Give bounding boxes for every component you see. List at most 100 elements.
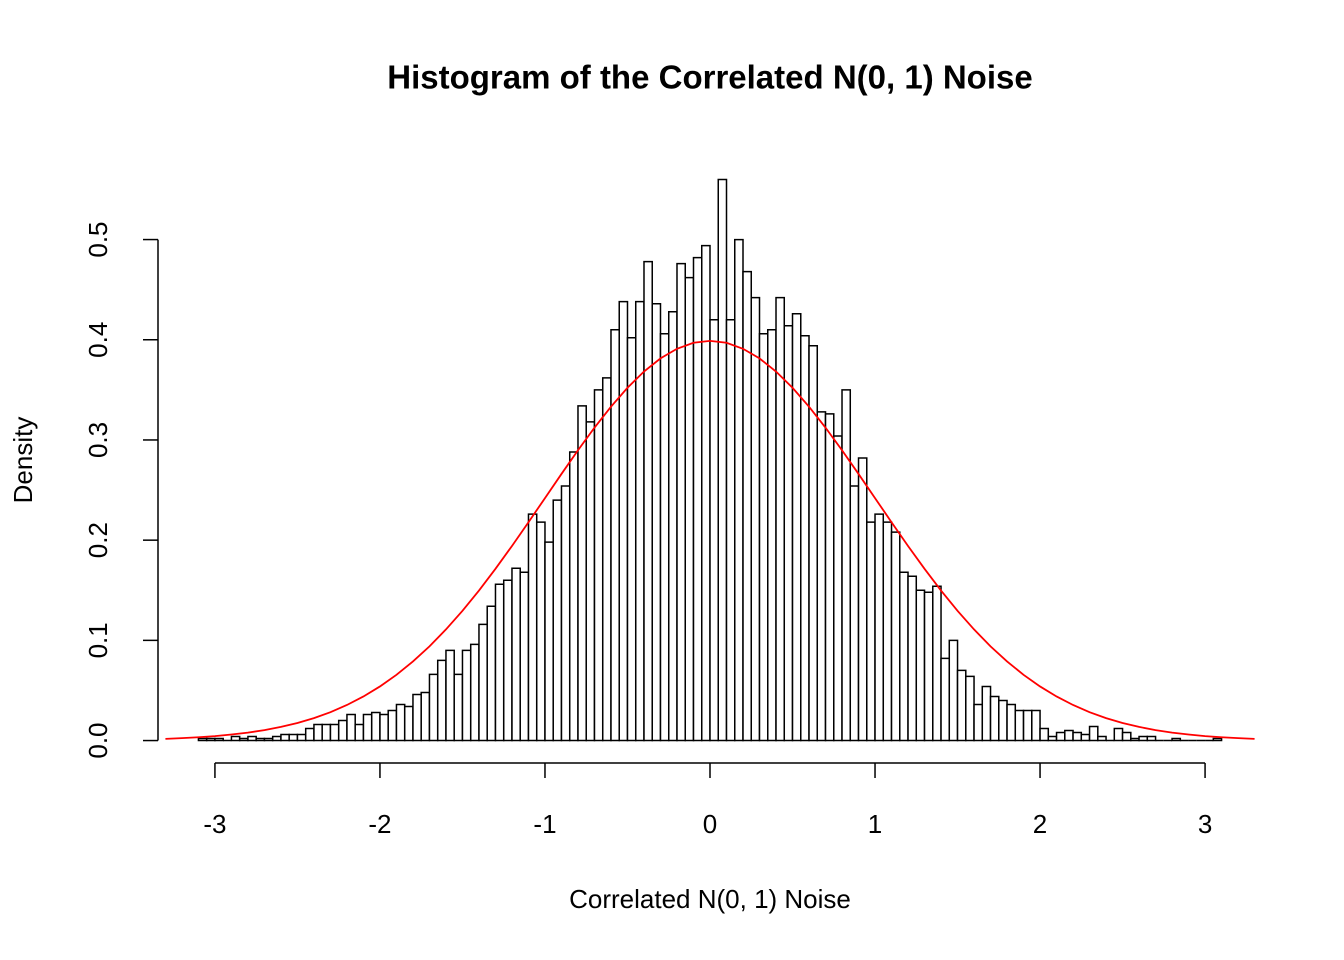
bar bbox=[346, 713, 356, 742]
bar bbox=[882, 521, 893, 742]
bar bbox=[420, 691, 431, 742]
bar bbox=[791, 312, 802, 742]
bar bbox=[428, 673, 439, 742]
x-tick-label: -1 bbox=[533, 809, 556, 839]
bar bbox=[634, 300, 645, 742]
bar bbox=[1138, 735, 1149, 742]
bar bbox=[379, 713, 389, 742]
bar bbox=[585, 421, 596, 742]
bar bbox=[354, 723, 365, 742]
bar bbox=[197, 737, 208, 742]
bar bbox=[808, 345, 819, 742]
bar bbox=[849, 485, 860, 742]
bar bbox=[643, 260, 653, 742]
bar bbox=[857, 457, 868, 742]
bar bbox=[742, 270, 753, 742]
bar bbox=[667, 310, 678, 742]
bar bbox=[725, 318, 736, 742]
bar bbox=[940, 657, 951, 742]
bar bbox=[527, 513, 538, 742]
bar bbox=[478, 623, 488, 742]
bar bbox=[1130, 737, 1140, 742]
bar bbox=[535, 521, 546, 742]
bar bbox=[618, 300, 629, 742]
bar bbox=[1212, 737, 1223, 742]
bar bbox=[1097, 735, 1107, 742]
bar bbox=[387, 709, 398, 742]
bar bbox=[965, 675, 975, 742]
bar bbox=[1022, 709, 1033, 742]
bar bbox=[717, 178, 728, 742]
bar bbox=[502, 579, 513, 742]
bar bbox=[1121, 731, 1132, 742]
bar bbox=[684, 276, 695, 742]
x-tick-label: 3 bbox=[1198, 809, 1212, 839]
bar bbox=[362, 713, 373, 742]
bar bbox=[403, 705, 414, 742]
bar bbox=[626, 337, 637, 742]
y-tick-label: 0.5 bbox=[83, 221, 113, 257]
bar bbox=[486, 605, 497, 742]
bar bbox=[1031, 709, 1041, 742]
bar bbox=[800, 335, 810, 742]
x-tick-label: 2 bbox=[1033, 809, 1047, 839]
bar bbox=[767, 328, 777, 742]
bar bbox=[1113, 727, 1124, 742]
bar bbox=[1080, 733, 1091, 742]
bar bbox=[890, 531, 901, 742]
bar bbox=[1006, 703, 1017, 742]
chart-title: Histogram of the Correlated N(0, 1) Nois… bbox=[387, 59, 1032, 96]
bar bbox=[304, 727, 315, 742]
bar bbox=[956, 669, 967, 742]
bar bbox=[758, 333, 769, 742]
bar bbox=[676, 262, 686, 742]
y-tick-label: 0.2 bbox=[83, 522, 113, 558]
bar bbox=[601, 377, 612, 742]
bar bbox=[1055, 731, 1066, 742]
bar bbox=[973, 703, 984, 742]
bar bbox=[709, 318, 720, 742]
bar bbox=[494, 583, 505, 742]
bar bbox=[866, 521, 876, 742]
bar bbox=[288, 733, 299, 742]
bar bbox=[833, 435, 843, 742]
bar bbox=[1047, 735, 1058, 742]
y-tick-label: 0.3 bbox=[83, 422, 113, 458]
bar bbox=[337, 719, 348, 742]
x-axis-label: Correlated N(0, 1) Noise bbox=[569, 884, 851, 914]
y-tick-label: 0.0 bbox=[83, 722, 113, 758]
bar bbox=[1072, 731, 1083, 742]
bar bbox=[1039, 727, 1050, 742]
bar bbox=[412, 693, 422, 742]
bar bbox=[998, 699, 1008, 742]
bar bbox=[436, 659, 447, 742]
bar bbox=[1171, 737, 1182, 742]
bar bbox=[874, 513, 885, 742]
bar bbox=[1064, 729, 1074, 742]
density-curve bbox=[165, 339, 1255, 740]
x-tick-label: -3 bbox=[203, 809, 226, 839]
bar bbox=[469, 643, 480, 742]
bar bbox=[247, 735, 257, 742]
x-tick-label: -2 bbox=[368, 809, 391, 839]
bar bbox=[370, 711, 381, 742]
bar bbox=[948, 639, 959, 742]
x-tick-label: 1 bbox=[868, 809, 882, 839]
bar bbox=[734, 238, 744, 742]
bar bbox=[989, 695, 1000, 742]
bar bbox=[453, 673, 464, 742]
bar bbox=[445, 649, 455, 742]
bar bbox=[568, 451, 579, 742]
bar bbox=[271, 735, 282, 742]
bar bbox=[750, 296, 761, 742]
y-tick-label: 0.1 bbox=[83, 622, 113, 658]
bar bbox=[511, 567, 521, 742]
bar bbox=[395, 703, 406, 742]
bar bbox=[593, 389, 604, 742]
bar bbox=[816, 411, 827, 742]
bar bbox=[560, 485, 571, 742]
bar bbox=[1014, 709, 1025, 742]
bar bbox=[932, 585, 942, 742]
